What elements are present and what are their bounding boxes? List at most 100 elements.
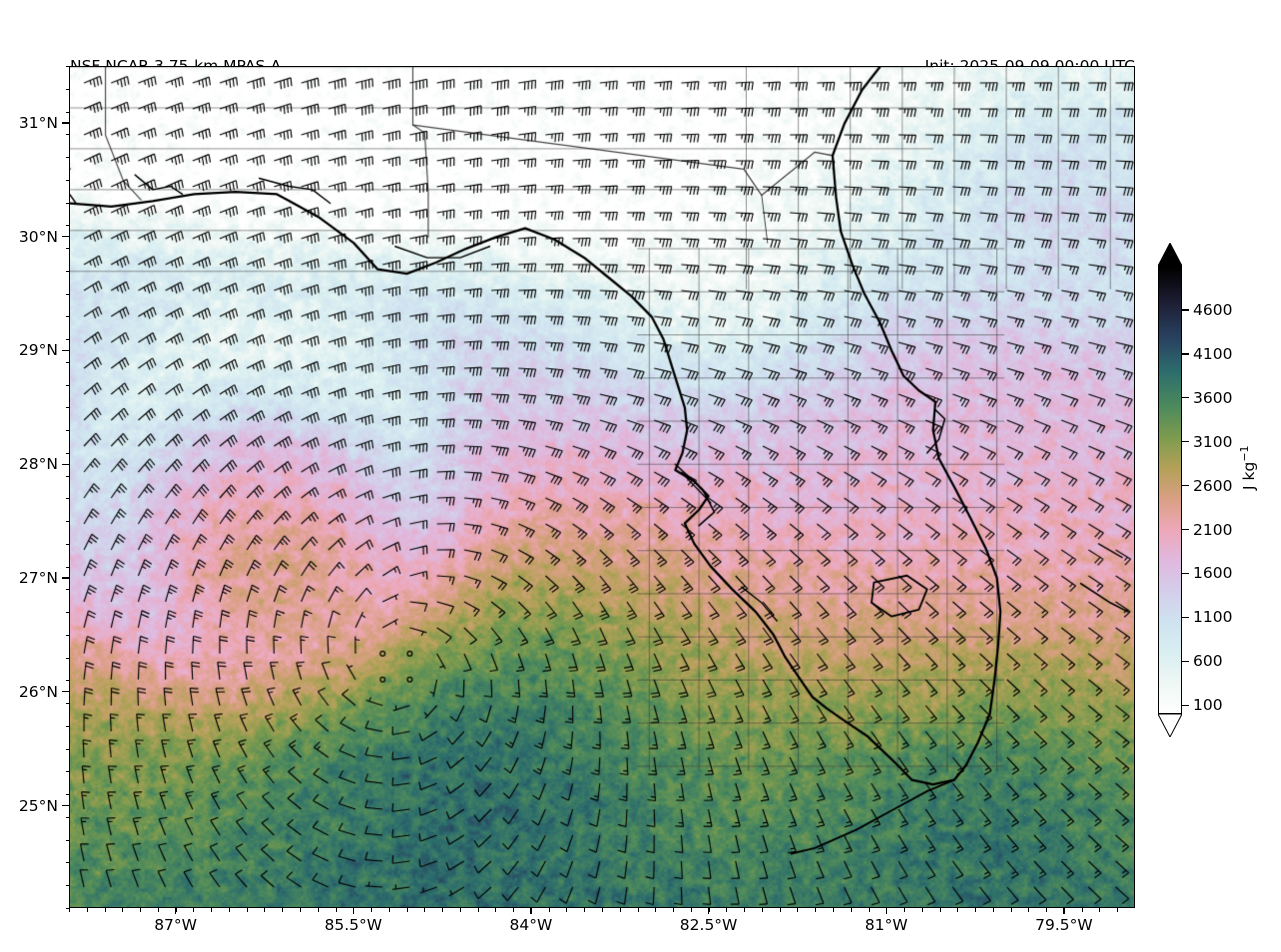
longitude-minor-tick — [477, 908, 479, 912]
latitude-tick — [62, 349, 69, 352]
latitude-minor-tick — [65, 430, 69, 432]
longitude-minor-tick — [530, 908, 532, 912]
colorbar-tick — [1182, 353, 1189, 355]
longitude-minor-tick — [228, 908, 230, 912]
longitude-minor-tick — [211, 908, 213, 912]
latitude-minor-tick — [65, 157, 69, 159]
colorbar-tick — [1182, 704, 1189, 706]
latitude-minor-tick — [65, 521, 69, 523]
longitude-tick-label: 81°W — [864, 916, 908, 934]
colorbar-extend-max-arrow — [1157, 241, 1183, 267]
longitude-minor-tick — [122, 908, 124, 912]
longitude-minor-tick — [69, 908, 70, 912]
latitude-minor-tick — [65, 88, 69, 90]
longitude-minor-tick — [1081, 908, 1083, 912]
latitude-minor-tick — [65, 634, 69, 636]
longitude-minor-tick — [459, 908, 461, 912]
colorbar-tick-label: 3600 — [1193, 388, 1233, 407]
longitude-minor-tick — [886, 908, 888, 912]
longitude-minor-tick — [424, 908, 426, 912]
longitude-minor-tick — [1117, 908, 1119, 912]
colorbar-unit-label: J kg−1 — [1238, 445, 1259, 490]
latitude-minor-tick — [65, 384, 69, 386]
longitude-minor-tick — [1028, 908, 1030, 912]
colorbar-tick-label: 4100 — [1193, 344, 1233, 363]
latitude-minor-tick — [65, 202, 69, 204]
latitude-minor-tick — [65, 270, 69, 272]
longitude-minor-tick — [246, 908, 248, 912]
latitude-minor-tick — [65, 66, 69, 67]
latitude-minor-tick — [65, 794, 69, 796]
latitude-minor-tick — [65, 725, 69, 727]
longitude-minor-tick — [264, 908, 266, 912]
colorbar-tick-label: 4600 — [1193, 300, 1233, 319]
longitude-minor-tick — [815, 908, 817, 912]
latitude-minor-tick — [65, 339, 69, 341]
latitude-minor-tick — [65, 612, 69, 614]
latitude-minor-tick — [65, 566, 69, 568]
longitude-minor-tick — [708, 908, 710, 912]
longitude-minor-tick — [140, 908, 142, 912]
longitude-minor-tick — [602, 908, 603, 912]
colorbar-tick — [1182, 572, 1189, 575]
colorbar-tick — [1182, 440, 1189, 443]
latitude-tick — [62, 804, 69, 807]
longitude-tick-label: 84°W — [509, 916, 553, 934]
latitude-minor-tick — [65, 589, 69, 591]
latitude-minor-tick — [65, 134, 69, 136]
longitude-tick-label: 82.5°W — [679, 916, 738, 934]
longitude-minor-tick — [904, 908, 906, 912]
latitude-minor-tick — [65, 771, 69, 773]
longitude-minor-tick — [1010, 908, 1012, 912]
longitude-minor-tick — [1063, 908, 1065, 912]
longitude-minor-tick — [584, 908, 586, 912]
latitude-minor-tick — [65, 293, 69, 295]
latitude-minor-tick — [65, 657, 69, 659]
map-plot-area[interactable] — [69, 66, 1135, 908]
colorbar-tick-label: 600 — [1193, 652, 1223, 671]
longitude-tick — [174, 908, 177, 914]
longitude-minor-tick — [832, 908, 834, 912]
latitude-tick — [62, 463, 69, 465]
longitude-minor-tick — [282, 908, 284, 912]
latitude-minor-tick — [65, 361, 69, 363]
colorbar-tick — [1182, 309, 1189, 311]
colorbar-tick-label: 2600 — [1193, 476, 1233, 495]
latitude-minor-tick — [65, 407, 69, 409]
colorbar-gradient — [1158, 266, 1182, 714]
longitude-tick — [707, 908, 710, 914]
longitude-minor-tick — [921, 908, 923, 912]
latitude-tick — [62, 122, 69, 124]
longitude-minor-tick — [388, 908, 390, 912]
longitude-minor-tick — [939, 908, 941, 912]
colorbar-tick-label: 3100 — [1193, 432, 1233, 451]
latitude-minor-tick — [65, 225, 69, 227]
latitude-minor-tick — [65, 111, 69, 113]
latitude-minor-tick — [65, 908, 69, 909]
longitude-minor-tick — [744, 908, 746, 912]
latitude-tick-label: 25°N — [18, 796, 58, 815]
colorbar[interactable] — [1157, 241, 1183, 739]
longitude-minor-tick — [299, 908, 301, 912]
latitude-tick — [62, 577, 69, 579]
longitude-tick-label: 85.5°W — [324, 916, 383, 934]
latitude-tick-label: 29°N — [18, 341, 58, 360]
latitude-minor-tick — [65, 839, 69, 841]
longitude-minor-tick — [353, 908, 355, 912]
cape-field-canvas — [70, 67, 1134, 907]
longitude-minor-tick — [673, 908, 675, 912]
latitude-minor-tick — [65, 703, 69, 705]
longitude-minor-tick — [566, 908, 568, 912]
colorbar-tick-label: 1600 — [1193, 564, 1233, 583]
longitude-minor-tick — [495, 908, 497, 912]
latitude-tick-label: 30°N — [18, 227, 58, 246]
colorbar-gradient-body — [1158, 266, 1182, 714]
latitude-tick — [62, 236, 69, 238]
latitude-minor-tick — [65, 816, 69, 818]
longitude-minor-tick — [193, 908, 195, 912]
latitude-minor-tick — [65, 248, 69, 250]
colorbar-tick-label: 100 — [1193, 696, 1223, 715]
longitude-minor-tick — [442, 908, 444, 912]
latitude-tick-label: 27°N — [18, 569, 58, 588]
longitude-minor-tick — [655, 908, 657, 912]
